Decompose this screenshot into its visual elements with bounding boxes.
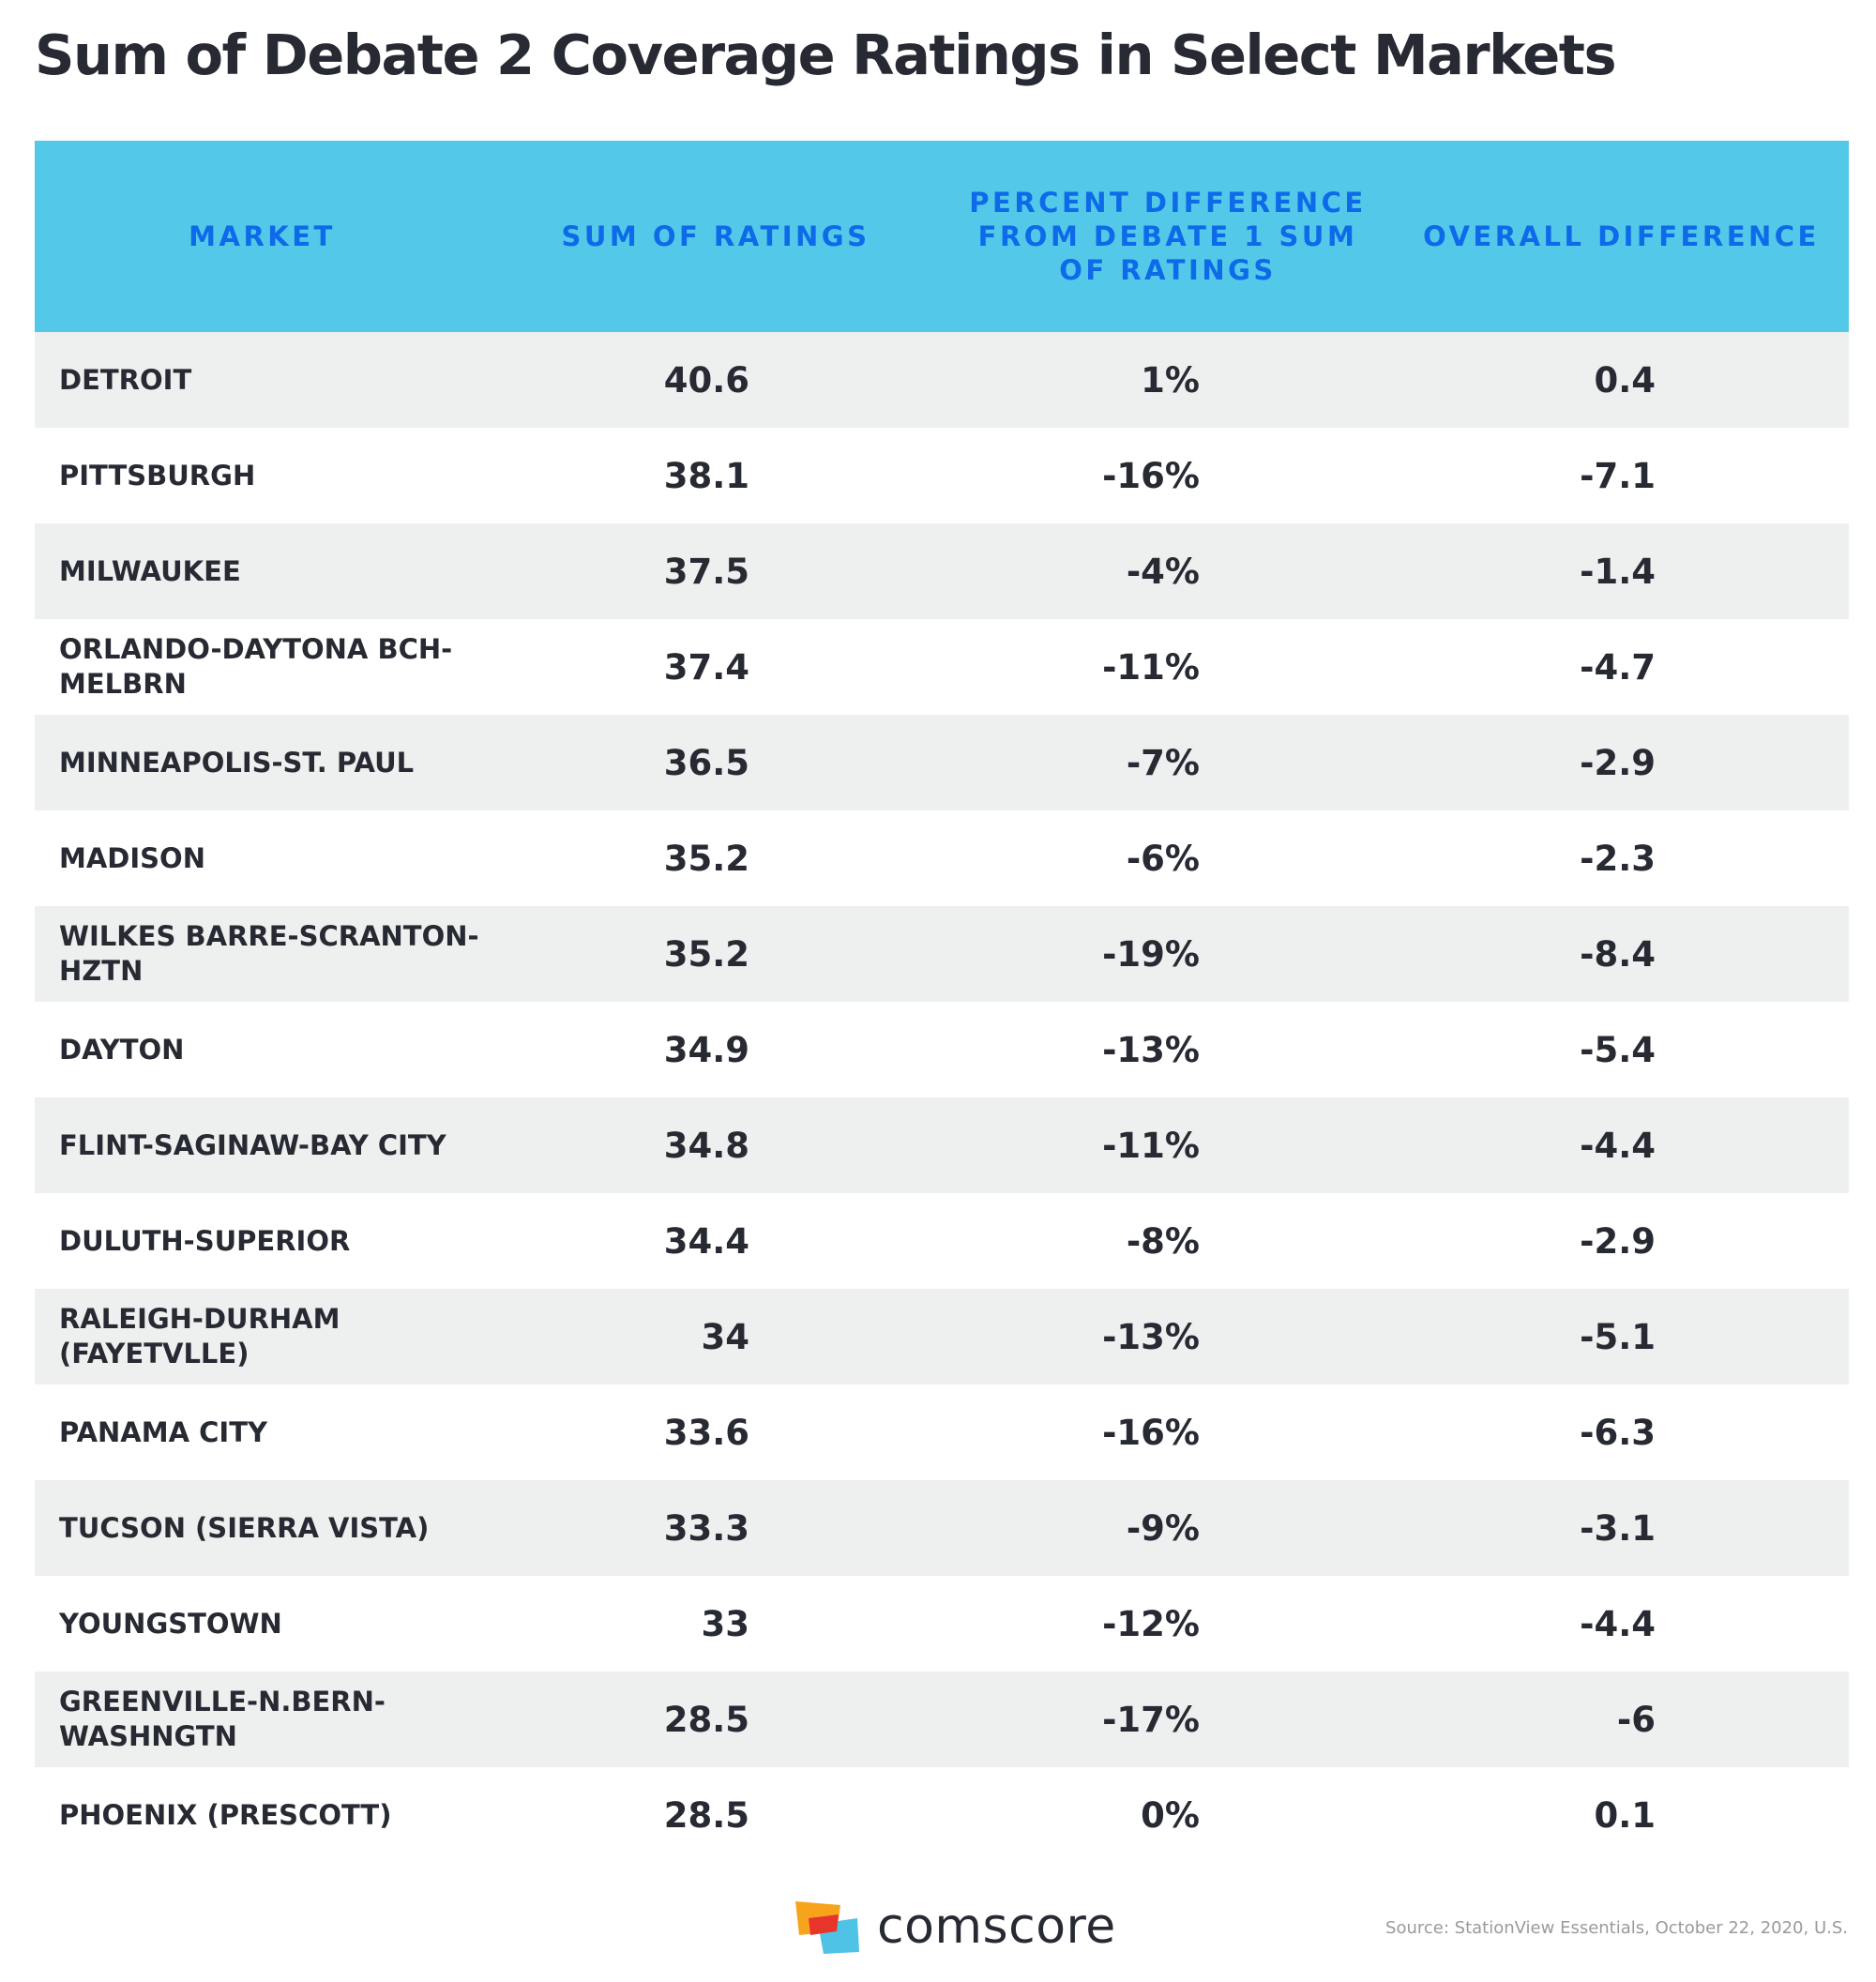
table-row: GREENVILLE-N.BERN-WASHNGTN 28.5 -17% -6 bbox=[35, 1672, 1849, 1767]
table-body: DETROIT 40.6 1% 0.4 PITTSBURGH 38.1 -16% -7.1 MI… bbox=[35, 332, 1849, 1863]
table-row: MADISON 35.2 -6% -2.3 bbox=[35, 810, 1849, 906]
percent-difference-cell: -16% bbox=[1102, 1412, 1200, 1453]
percent-difference-cell: -11% bbox=[1102, 1125, 1200, 1166]
percent-difference-cell: -6% bbox=[1126, 838, 1200, 879]
market-cell: MADISON bbox=[59, 841, 205, 874]
table-row: DETROIT 40.6 1% 0.4 bbox=[35, 332, 1849, 428]
market-cell: WILKES BARRE-SCRANTON-HZTN bbox=[59, 920, 479, 987]
percent-difference-cell: -4% bbox=[1126, 551, 1200, 592]
brand-name: comscore bbox=[877, 1899, 1116, 1955]
sum-of-ratings-cell: 34.9 bbox=[663, 1029, 749, 1070]
column-header-overall-difference: OVERALL DIFFERENCE bbox=[1423, 220, 1820, 252]
logo-red-shape bbox=[809, 1914, 839, 1935]
table-row: PANAMA CITY 33.6 -16% -6.3 bbox=[35, 1384, 1849, 1480]
market-cell: DULUTH-SUPERIOR bbox=[59, 1224, 351, 1257]
table-row: ORLANDO-DAYTONA BCH-MELBRN 37.4 -11% -4.7 bbox=[35, 619, 1849, 715]
market-cell: ORLANDO-DAYTONA BCH-MELBRN bbox=[59, 633, 453, 700]
table-row: PITTSBURGH 38.1 -16% -7.1 bbox=[35, 428, 1849, 523]
percent-difference-cell: -16% bbox=[1102, 455, 1200, 496]
overall-difference-cell: -2.9 bbox=[1580, 1220, 1656, 1262]
market-cell: GREENVILLE-N.BERN-WASHNGTN bbox=[59, 1686, 386, 1752]
comscore-logo-icon bbox=[795, 1901, 859, 1954]
sum-of-ratings-cell: 34 bbox=[701, 1316, 750, 1357]
market-cell: PITTSBURGH bbox=[59, 459, 256, 492]
sum-of-ratings-cell: 33 bbox=[701, 1603, 750, 1644]
market-cell: PHOENIX (PRESCOTT) bbox=[59, 1798, 392, 1831]
table-row: DULUTH-SUPERIOR 34.4 -8% -2.9 bbox=[35, 1193, 1849, 1289]
percent-difference-cell: -11% bbox=[1102, 646, 1200, 688]
overall-difference-cell: -5.4 bbox=[1580, 1029, 1656, 1070]
percent-difference-cell: -12% bbox=[1102, 1603, 1200, 1644]
sum-of-ratings-cell: 40.6 bbox=[663, 359, 749, 401]
page-title: Sum of Debate 2 Coverage Ratings in Sele… bbox=[35, 23, 1617, 87]
sum-of-ratings-cell: 35.2 bbox=[663, 933, 749, 975]
table-row: FLINT-SAGINAW-BAY CITY 34.8 -11% -4.4 bbox=[35, 1097, 1849, 1193]
sum-of-ratings-cell: 33.6 bbox=[663, 1412, 749, 1453]
table-row: YOUNGSTOWN 33 -12% -4.4 bbox=[35, 1576, 1849, 1672]
overall-difference-cell: -1.4 bbox=[1580, 551, 1656, 592]
column-header-percent-difference: PERCENT DIFFERENCE FROM DEBATE 1 SUM OF … bbox=[969, 187, 1367, 286]
percent-difference-cell: -13% bbox=[1102, 1029, 1200, 1070]
sum-of-ratings-cell: 33.3 bbox=[663, 1507, 749, 1549]
percent-difference-cell: -9% bbox=[1126, 1507, 1200, 1549]
source-note: Source: StationView Essentials, October … bbox=[1385, 1918, 1848, 1938]
table-row: WILKES BARRE-SCRANTON-HZTN 35.2 -19% -8.4 bbox=[35, 906, 1849, 1002]
table-row: TUCSON (SIERRA VISTA) 33.3 -9% -3.1 bbox=[35, 1480, 1849, 1576]
column-header-market: MARKET bbox=[189, 220, 336, 252]
sum-of-ratings-cell: 34.4 bbox=[663, 1220, 749, 1262]
percent-difference-cell: -13% bbox=[1102, 1316, 1200, 1357]
percent-difference-cell: -17% bbox=[1102, 1699, 1200, 1740]
column-header-sum-of-ratings: SUM OF RATINGS bbox=[561, 220, 870, 252]
market-cell: YOUNGSTOWN bbox=[59, 1607, 282, 1640]
sum-of-ratings-cell: 38.1 bbox=[663, 455, 749, 496]
sum-of-ratings-cell: 35.2 bbox=[663, 838, 749, 879]
market-cell: MILWAUKEE bbox=[59, 554, 241, 587]
percent-difference-cell: 0% bbox=[1141, 1794, 1200, 1836]
overall-difference-cell: -2.3 bbox=[1580, 838, 1656, 879]
percent-difference-cell: 1% bbox=[1141, 359, 1200, 401]
overall-difference-cell: -7.1 bbox=[1580, 455, 1656, 496]
overall-difference-cell: -6 bbox=[1616, 1699, 1656, 1740]
overall-difference-cell: -5.1 bbox=[1580, 1316, 1656, 1357]
sum-of-ratings-cell: 37.5 bbox=[663, 551, 749, 592]
market-cell: DETROIT bbox=[59, 363, 192, 396]
overall-difference-cell: -4.7 bbox=[1580, 646, 1656, 688]
table-row: DAYTON 34.9 -13% -5.4 bbox=[35, 1002, 1849, 1097]
percent-difference-cell: -19% bbox=[1102, 933, 1200, 975]
market-cell: MINNEAPOLIS-ST. PAUL bbox=[59, 746, 415, 779]
overall-difference-cell: -4.4 bbox=[1580, 1125, 1656, 1166]
percent-difference-cell: -8% bbox=[1126, 1220, 1200, 1262]
market-cell: PANAMA CITY bbox=[59, 1415, 268, 1448]
sum-of-ratings-cell: 34.8 bbox=[663, 1125, 749, 1166]
sum-of-ratings-cell: 36.5 bbox=[663, 742, 749, 783]
market-cell: RALEIGH-DURHAM (FAYETVLLE) bbox=[59, 1303, 340, 1369]
percent-difference-cell: -7% bbox=[1126, 742, 1200, 783]
overall-difference-cell: 0.1 bbox=[1594, 1794, 1656, 1836]
sum-of-ratings-cell: 37.4 bbox=[663, 646, 749, 688]
market-cell: DAYTON bbox=[59, 1033, 185, 1066]
overall-difference-cell: -6.3 bbox=[1580, 1412, 1656, 1453]
table-row: MINNEAPOLIS-ST. PAUL 36.5 -7% -2.9 bbox=[35, 715, 1849, 810]
market-cell: FLINT-SAGINAW-BAY CITY bbox=[59, 1128, 446, 1161]
table-row: PHOENIX (PRESCOTT) 28.5 0% 0.1 bbox=[35, 1767, 1849, 1863]
overall-difference-cell: 0.4 bbox=[1594, 359, 1656, 401]
overall-difference-cell: -8.4 bbox=[1580, 933, 1656, 975]
ratings-table: MARKET SUM OF RATINGS PERCENT DIFFERENCE… bbox=[35, 141, 1849, 1863]
market-cell: TUCSON (SIERRA VISTA) bbox=[59, 1511, 430, 1544]
sum-of-ratings-cell: 28.5 bbox=[663, 1794, 749, 1836]
table-row: MILWAUKEE 37.5 -4% -1.4 bbox=[35, 523, 1849, 619]
overall-difference-cell: -2.9 bbox=[1580, 742, 1656, 783]
table-row: RALEIGH-DURHAM (FAYETVLLE) 34 -13% -5.1 bbox=[35, 1289, 1849, 1384]
table-header: MARKET SUM OF RATINGS PERCENT DIFFERENCE… bbox=[35, 141, 1849, 332]
overall-difference-cell: -4.4 bbox=[1580, 1603, 1656, 1644]
sum-of-ratings-cell: 28.5 bbox=[663, 1699, 749, 1740]
overall-difference-cell: -3.1 bbox=[1580, 1507, 1656, 1549]
